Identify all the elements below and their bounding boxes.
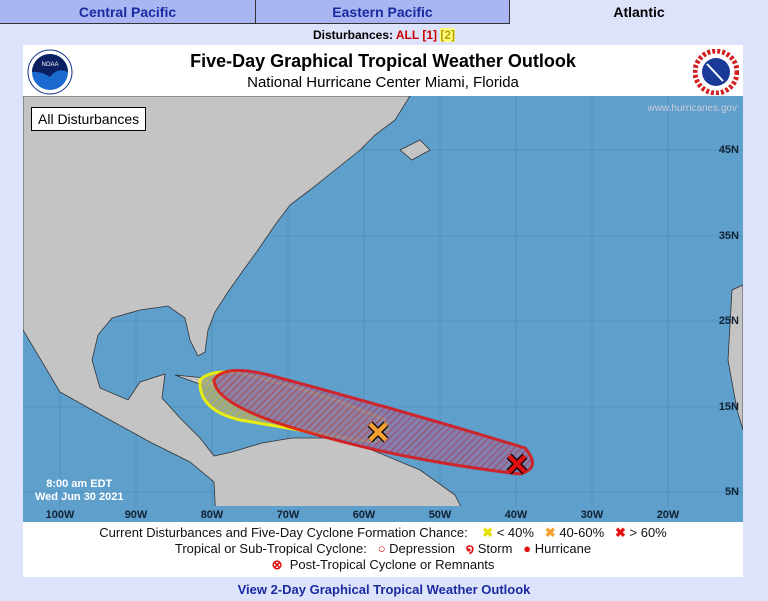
disturbances-label: Disturbances: — [312, 28, 393, 42]
tab-atlantic[interactable]: Atlantic — [510, 0, 768, 24]
longitude-label: 20W — [656, 509, 680, 521]
watermark: www.hurricanes.gov — [647, 103, 737, 114]
outlook-map — [23, 96, 743, 522]
basin-tabs: Central Pacific Eastern Pacific Atlantic — [0, 0, 768, 25]
latitude-label: 5N — [724, 486, 739, 498]
storm-icon: ໑ — [465, 541, 475, 556]
issue-date: Wed Jun 30 2021 — [35, 491, 124, 503]
low-chance-icon: ✖ — [482, 525, 494, 540]
latitude-label: 15N — [718, 400, 739, 413]
latitude-label: 35N — [718, 229, 739, 242]
hurricane-icon: ● — [523, 541, 532, 556]
page-title: Five-Day Graphical Tropical Weather Outl… — [190, 51, 576, 71]
legend-high: > 60% — [629, 525, 667, 540]
disturbance-all-link[interactable]: ALL — [395, 28, 419, 42]
nws-logo — [693, 49, 739, 95]
legend-formation-label: Current Disturbances and Five-Day Cyclon… — [99, 525, 468, 540]
longitude-label: 90W — [124, 509, 148, 521]
disturbance-1-link[interactable]: [1] — [422, 28, 438, 42]
longitude-label: 40W — [504, 509, 528, 521]
legend-row-post-tropical: ⊗ Post-Tropical Cyclone or Remnants — [23, 557, 743, 573]
disturbance-1-marker[interactable] — [506, 453, 528, 475]
high-chance-icon: ✖ — [614, 525, 626, 540]
disturbance-2-link[interactable]: [2] — [440, 28, 456, 42]
issue-time: 8:00 am EDT — [46, 478, 113, 490]
tab-eastern-pacific[interactable]: Eastern Pacific — [256, 0, 510, 24]
tab-central-pacific[interactable]: Central Pacific — [0, 0, 256, 24]
legend-depression: Depression — [389, 541, 455, 556]
noaa-logo: NOAA — [27, 49, 73, 95]
depression-icon: ○ — [377, 541, 386, 556]
page-subtitle: National Hurricane Center Miami, Florida — [247, 74, 519, 91]
latitude-label: 45N — [718, 144, 739, 156]
post-tropical-icon: ⊗ — [271, 557, 283, 572]
medium-chance-icon: ✖ — [544, 525, 556, 540]
legend-medium: 40-60% — [559, 525, 605, 540]
longitude-label: 60W — [352, 509, 376, 521]
longitude-label: 100W — [45, 509, 75, 521]
disturbance-2-marker[interactable] — [367, 421, 389, 443]
legend-low: < 40% — [496, 525, 534, 540]
longitude-label: 70W — [276, 509, 300, 521]
disturbance-selector: Disturbances: ALL [1] [2] — [0, 28, 768, 42]
outlook-panel: NOAA Five-Day Graphical Tropical Weather… — [23, 45, 743, 577]
legend-post-tropical: Post-Tropical Cyclone or Remnants — [289, 557, 495, 572]
longitude-label: 80W — [200, 509, 224, 521]
two-day-outlook-link[interactable]: View 2-Day Graphical Tropical Weather Ou… — [237, 582, 531, 597]
longitude-label: 50W — [428, 509, 452, 521]
legend-row-formation: Current Disturbances and Five-Day Cyclon… — [23, 525, 743, 541]
latitude-label: 25N — [718, 315, 739, 327]
legend-cyclone-label: Tropical or Sub-Tropical Cyclone: — [174, 541, 367, 556]
longitude-label: 30W — [580, 509, 604, 521]
legend-row-cyclone: Tropical or Sub-Tropical Cyclone: ○ Depr… — [23, 541, 743, 557]
svg-text:NOAA: NOAA — [41, 62, 58, 68]
legend-storm: Storm — [477, 541, 513, 556]
all-disturbances-label: All Disturbances — [31, 107, 147, 131]
legend-hurricane: Hurricane — [534, 541, 592, 556]
